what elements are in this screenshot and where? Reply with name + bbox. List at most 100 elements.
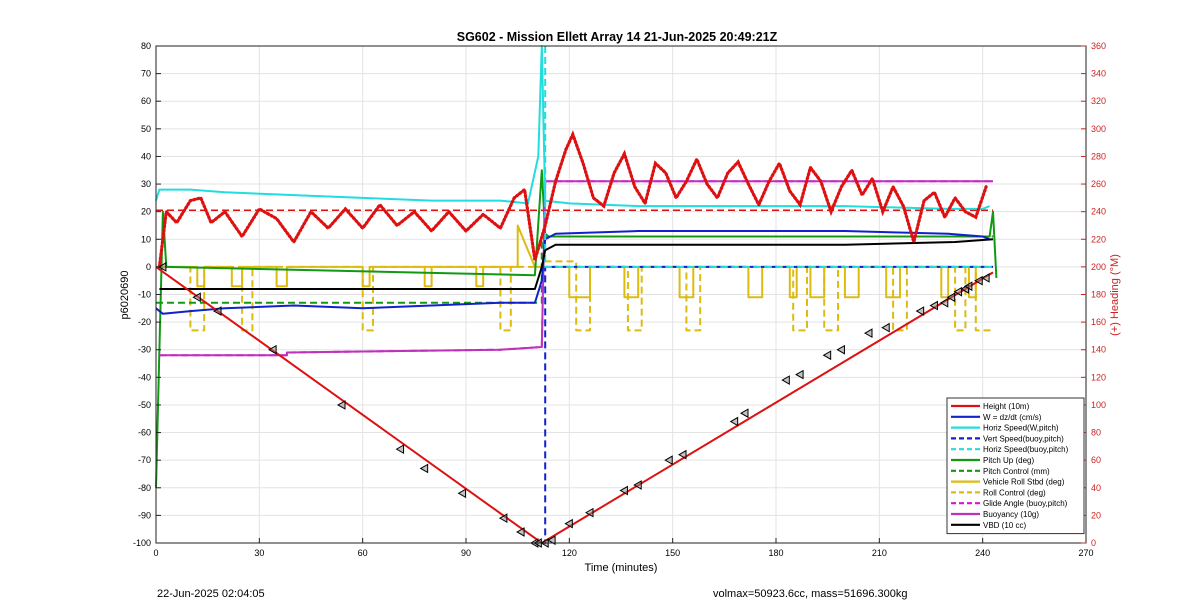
depth-marker <box>939 297 949 308</box>
series-heading <box>157 130 988 269</box>
legend-box <box>946 397 1085 535</box>
x-tick-label: 0 <box>153 548 158 558</box>
y-tick-label: 30 <box>141 179 151 189</box>
depth-marker <box>619 485 628 496</box>
series-horiz-speed-buoy-pitch <box>544 46 993 268</box>
depth-markers <box>157 262 990 548</box>
depth-marker <box>881 322 890 333</box>
footer-mass-info: volmax=50923.6cc, mass=51696.300kg <box>713 588 908 600</box>
x-tick-label: 210 <box>872 548 887 558</box>
x-tick-label: 240 <box>975 548 990 558</box>
depth-marker <box>863 328 873 339</box>
depth-marker <box>457 488 467 499</box>
depth-marker <box>795 369 804 380</box>
y-tick-label: -40 <box>138 372 151 382</box>
y-tick-label: 0 <box>146 262 151 272</box>
y-tick-label: 70 <box>141 69 151 79</box>
legend-entry: Horiz Speed(W,pitch) <box>983 424 1059 433</box>
y-tick-label: -90 <box>138 510 151 520</box>
x-tick-label: 30 <box>254 548 264 558</box>
y-axis-right-label: (+) Heading (°M) <box>1109 254 1121 336</box>
axes: 0 30 60 90 120 150 180 210 240 270-100-90-80-70-6… <box>133 41 1106 558</box>
depth-marker <box>498 513 508 524</box>
depth-marker <box>946 292 956 303</box>
y-right-tick-label: 140 <box>1091 345 1106 355</box>
legend-entry: VBD (10 cc) <box>983 521 1026 530</box>
y-tick-label: -60 <box>138 428 151 438</box>
legend-entry: W = dz/dt (cm/s) <box>983 413 1042 422</box>
depth-marker <box>157 262 167 272</box>
depth-marker <box>929 300 938 311</box>
x-axis-label: Time (minutes) <box>585 562 658 574</box>
depth-marker <box>981 273 990 283</box>
y-tick-label: 40 <box>141 151 151 161</box>
y-tick-label: -50 <box>138 400 151 410</box>
series-vehicle-roll-stbd-deg <box>156 224 993 299</box>
y-right-tick-label: 300 <box>1091 124 1106 134</box>
y-right-tick-label: 340 <box>1091 69 1106 79</box>
y-tick-label: -10 <box>138 290 151 300</box>
x-tick-label: 270 <box>1078 548 1093 558</box>
x-tick-label: 60 <box>358 548 368 558</box>
x-tick-label: 180 <box>768 548 783 558</box>
depth-marker <box>836 344 845 355</box>
legend-entry: Horiz Speed(buoy,pitch) <box>983 445 1069 454</box>
chart-title: SG602 - Mission Ellett Array 14 21-Jun-2… <box>457 30 778 44</box>
series-vbd-10-cc <box>159 238 994 290</box>
depth-marker <box>633 480 642 490</box>
legend-entry: Vert Speed(buoy,pitch) <box>983 434 1064 443</box>
depth-marker <box>516 527 525 537</box>
x-tick-label: 150 <box>665 548 680 558</box>
y-tick-label: 10 <box>141 234 151 244</box>
x-tick-label: 120 <box>562 548 577 558</box>
legend-entry: Pitch Up (deg) <box>983 456 1034 465</box>
depth-marker <box>953 286 963 297</box>
depth-marker <box>564 518 573 529</box>
y-tick-label: 80 <box>141 41 151 51</box>
y-right-tick-label: 180 <box>1091 290 1106 300</box>
depth-marker <box>336 400 346 410</box>
y-right-tick-label: 120 <box>1091 372 1106 382</box>
depth-marker <box>212 306 222 316</box>
y-right-tick-label: 360 <box>1091 41 1106 51</box>
y-right-tick-label: 160 <box>1091 317 1106 327</box>
y-tick-label: 60 <box>141 96 151 106</box>
depth-marker <box>547 535 556 546</box>
legend: Height (10m) W = dz/dt (cm/s) Horiz Speed(… <box>946 397 1085 535</box>
y-right-tick-label: 20 <box>1091 510 1101 520</box>
y-right-tick-label: 100 <box>1091 400 1106 410</box>
y-right-tick-label: 40 <box>1091 483 1101 493</box>
y-tick-label: -80 <box>138 483 151 493</box>
y-tick-label: 20 <box>141 207 151 217</box>
y-tick-label: -20 <box>138 317 151 327</box>
depth-marker <box>739 408 749 419</box>
legend-entry: Vehicle Roll Stbd (deg) <box>983 478 1065 487</box>
depth-marker <box>664 455 673 466</box>
y-right-tick-label: 220 <box>1091 234 1106 244</box>
x-tick-label: 90 <box>461 548 471 558</box>
y-tick-label: -100 <box>133 538 151 548</box>
y-tick-label: -30 <box>138 345 151 355</box>
y-tick-label: -70 <box>138 455 151 465</box>
depth-marker <box>822 350 832 361</box>
depth-marker <box>192 292 201 303</box>
legend-entry: Glide Angle (buoy,pitch) <box>983 499 1068 508</box>
series-horiz-speed-w-pitch <box>155 45 990 210</box>
depth-marker <box>584 507 594 518</box>
y-right-tick-label: 320 <box>1091 96 1106 106</box>
depth-marker <box>677 449 687 460</box>
depth-marker <box>729 416 739 427</box>
depth-marker <box>268 344 277 355</box>
depth-marker <box>974 275 983 286</box>
legend-entry: Height (10m) <box>983 402 1030 411</box>
y-right-tick-label: 280 <box>1091 151 1106 161</box>
depth-marker <box>419 463 429 474</box>
legend-entry: Buoyancy (10g) <box>983 510 1039 519</box>
depth-marker <box>395 444 405 454</box>
y-right-tick-label: 260 <box>1091 179 1106 189</box>
legend-entry: Roll Control (deg) <box>983 488 1046 497</box>
y-right-tick-label: 200 <box>1091 262 1106 272</box>
depth-marker <box>915 306 925 316</box>
y-axis-label: p6020690 <box>119 271 131 320</box>
series-roll-control-deg <box>156 260 993 332</box>
